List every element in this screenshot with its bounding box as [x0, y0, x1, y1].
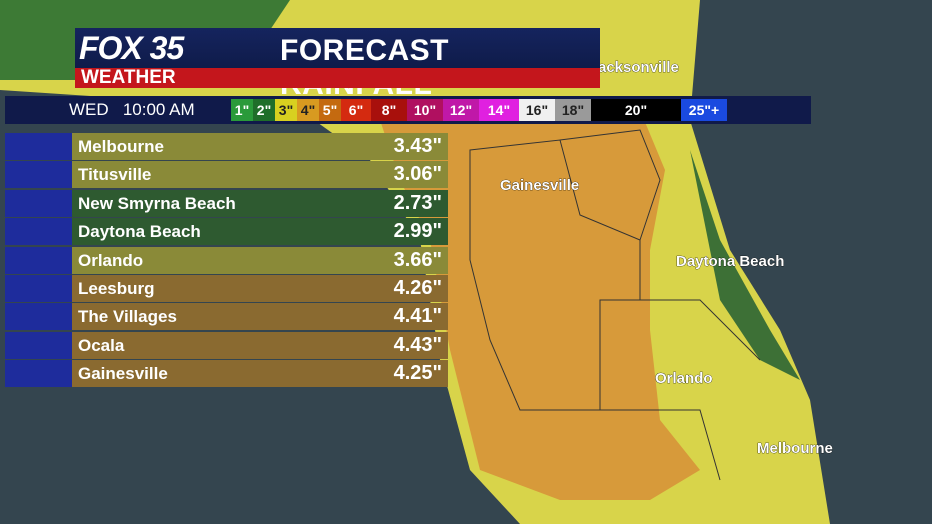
row-pad — [5, 275, 72, 302]
legend: 1" 2" 3" 4" 5" 6" 8" 10" 12" 14" 16" 18" 20" 25"+ — [231, 99, 727, 121]
city-name: Orlando — [72, 246, 360, 274]
city-name: Gainesville — [72, 360, 360, 388]
map-label: Daytona Beach — [676, 253, 784, 270]
table-row: Orlando 3.66" — [5, 246, 448, 274]
rain-value: 3.06" — [360, 161, 448, 189]
table-row: Ocala 4.43" — [5, 331, 448, 359]
legend-item: 5" — [319, 99, 341, 121]
rain-value: 3.43" — [360, 133, 448, 160]
row-pad — [5, 360, 72, 387]
city-name: Leesburg — [72, 274, 360, 302]
legend-item: 8" — [371, 99, 407, 121]
weather-strip: WEATHER — [75, 68, 600, 88]
rain-value: 2.73" — [360, 189, 448, 217]
map-label: Gainesville — [500, 177, 579, 194]
row-pad — [5, 133, 72, 160]
logo-banner: FOX 35 FORECAST RAINFALL WEATHER — [75, 28, 600, 101]
time: WED 10:00 AM — [69, 100, 195, 119]
rain-table: Melbourne 3.43" Titusville 3.06" New Smyrna … — [5, 133, 448, 389]
map-label: acksonville — [598, 59, 679, 76]
city-name: Ocala — [72, 331, 360, 359]
time-bar: WED 10:00 AM 1" 2" 3" 4" 5" 6" 8" 10" 12" 14" 16" 1… — [5, 96, 811, 124]
legend-item: 14" — [479, 99, 519, 121]
city-name: New Smyrna Beach — [72, 189, 360, 217]
table-row: Gainesville 4.25" — [5, 360, 448, 388]
row-pad — [5, 190, 72, 217]
legend-item: 12" — [443, 99, 479, 121]
row-pad — [5, 247, 72, 274]
legend-item: 4" — [297, 99, 319, 121]
rain-value: 4.43" — [360, 331, 448, 359]
rain-value: 4.41" — [360, 303, 448, 331]
legend-item: 3" — [275, 99, 297, 121]
brand: FOX 35 — [79, 30, 184, 66]
legend-item: 1" — [231, 99, 253, 121]
brand-sub: WEATHER — [81, 67, 176, 88]
city-name: Daytona Beach — [72, 218, 360, 246]
table-row: New Smyrna Beach 2.73" — [5, 189, 448, 217]
table-row: Melbourne 3.43" — [5, 133, 448, 160]
row-pad — [5, 218, 72, 245]
legend-item: 2" — [253, 99, 275, 121]
table-row: Daytona Beach 2.99" — [5, 218, 448, 246]
rain-value: 4.25" — [360, 360, 448, 388]
county-lines — [469, 129, 761, 481]
rain-value: 3.66" — [360, 246, 448, 274]
row-pad — [5, 332, 72, 359]
table-row: The Villages 4.41" — [5, 303, 448, 331]
map-label: Orlando — [655, 370, 713, 387]
city-name: The Villages — [72, 303, 360, 331]
row-pad — [5, 303, 72, 330]
rain-value: 2.99" — [360, 218, 448, 246]
rain-value: 4.26" — [360, 274, 448, 302]
table-row: Leesburg 4.26" — [5, 274, 448, 302]
legend-item: 18" — [555, 99, 591, 121]
row-pad — [5, 161, 72, 188]
table-row: Titusville 3.06" — [5, 161, 448, 189]
orange-area — [380, 110, 700, 500]
green-coast — [690, 150, 800, 380]
city-name: Melbourne — [72, 133, 360, 160]
legend-item: 6" — [341, 99, 371, 121]
legend-item: 16" — [519, 99, 555, 121]
legend-item: 25"+ — [681, 99, 727, 121]
map-label: Melbourne — [757, 440, 833, 457]
city-name: Titusville — [72, 161, 360, 189]
legend-item: 20" — [591, 99, 681, 121]
legend-item: 10" — [407, 99, 443, 121]
